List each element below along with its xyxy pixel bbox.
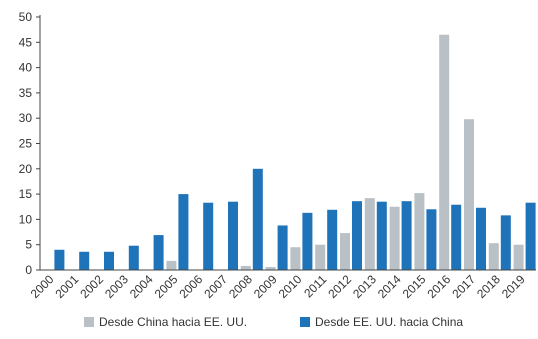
x-tick-label: 2014: [375, 272, 404, 301]
x-tick-label: 2015: [400, 272, 429, 301]
x-tick-label: 2006: [177, 272, 206, 301]
bar-us-to-china-2013: [376, 201, 387, 270]
x-tick-label: 2002: [77, 272, 106, 301]
bar-china-to-us-2014: [389, 206, 400, 270]
bar-china-to-us-2018: [488, 243, 499, 270]
x-tick-label: 2011: [301, 272, 329, 300]
x-tick-label: 2009: [251, 272, 280, 301]
bar-us-to-china-2016: [451, 204, 462, 270]
bar-china-to-us-2017: [464, 119, 474, 270]
bar-china-to-us-2012: [340, 233, 350, 270]
bar-us-to-china-2015: [426, 209, 437, 270]
bar-china-to-us-2015: [414, 193, 425, 270]
bar-us-to-china-2008: [252, 168, 263, 270]
bar-china-to-us-2008: [240, 265, 251, 270]
x-tick-label: 2000: [28, 272, 57, 301]
legend: Desde China hacia EE. UU. Desde EE. UU. h…: [84, 315, 463, 329]
bar-us-to-china-2014: [401, 201, 412, 270]
y-axis: 0 5 10 15 20 25 30 35 40 45 50: [19, 10, 41, 277]
x-tick-label: 2012: [325, 272, 354, 301]
bar-china-to-us-2016: [439, 34, 450, 271]
x-tick-label: 2005: [152, 272, 181, 301]
legend-swatch-china-to-us: [84, 317, 94, 327]
x-tick-label: 2017: [449, 272, 478, 301]
bar-china-to-us-2011: [315, 244, 326, 270]
bar-china-to-us-2010: [290, 247, 301, 270]
x-tick-label: 2019: [499, 272, 528, 301]
x-tick-label: 2018: [474, 272, 503, 301]
bar-china-to-us-2019: [513, 244, 524, 270]
bar-us-to-china-2004: [153, 235, 164, 270]
bar-us-to-china-2002: [104, 251, 114, 270]
bar-us-to-china-2003: [128, 245, 139, 270]
bar-us-to-china-2009: [277, 225, 288, 270]
y-tick-label: 50: [19, 10, 33, 24]
legend-label-us-to-china: Desde EE. UU. hacia China: [315, 315, 463, 329]
x-tick-label: 2001: [53, 272, 82, 301]
bar-us-to-china-2000: [54, 249, 65, 270]
y-tick-label: 0: [25, 263, 32, 277]
bar-us-to-china-2011: [327, 209, 338, 270]
bar-us-to-china-2018: [500, 215, 511, 270]
bar-us-to-china-2005: [178, 194, 189, 270]
bar-us-to-china-2006: [203, 202, 214, 270]
x-tick-label: 2016: [425, 272, 454, 301]
y-tick-label: 45: [19, 35, 33, 49]
bar-china-to-us-2013: [364, 198, 375, 270]
y-tick-label: 30: [19, 111, 33, 125]
x-tick-label: 2010: [276, 272, 305, 301]
x-tick-label: 2004: [127, 272, 156, 301]
bar-us-to-china-2017: [476, 207, 486, 270]
x-tick-label: 2013: [350, 272, 379, 301]
x-axis: 2000200120022003200420052006200720082009…: [28, 269, 536, 301]
bar-us-to-china-2007: [228, 201, 238, 270]
y-tick-label: 20: [19, 162, 33, 176]
y-tick-label: 25: [19, 137, 33, 151]
y-tick-label: 35: [19, 86, 33, 100]
plot-area: [54, 34, 536, 271]
bar-us-to-china-2012: [352, 201, 362, 270]
bar-china-to-us-2009: [265, 266, 276, 270]
y-tick-label: 40: [19, 61, 33, 75]
y-tick-label: 15: [19, 187, 33, 201]
bar-us-to-china-2001: [79, 251, 90, 270]
bar-us-to-china-2010: [302, 212, 313, 270]
y-tick-label: 10: [19, 212, 33, 226]
x-tick-label: 2003: [102, 272, 131, 301]
bar-china-to-us-2005: [166, 260, 177, 270]
bar-us-to-china-2019: [525, 202, 536, 270]
legend-swatch-us-to-china: [300, 317, 310, 327]
y-tick-label: 5: [25, 238, 32, 252]
legend-label-china-to-us: Desde China hacia EE. UU.: [99, 315, 247, 329]
x-tick-label: 2007: [201, 272, 230, 301]
x-tick-label: 2008: [226, 272, 255, 301]
